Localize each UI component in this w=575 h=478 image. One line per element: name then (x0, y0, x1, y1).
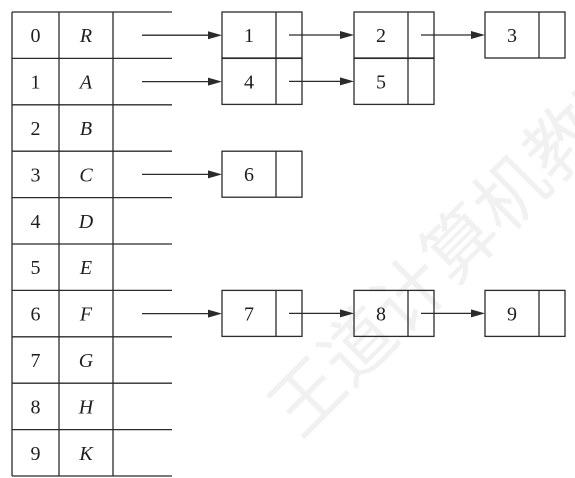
arrow-head (208, 309, 222, 318)
arrow-head (208, 31, 222, 40)
vertex-label: B (80, 118, 92, 140)
vertex-index: 8 (31, 396, 41, 418)
vertex-index: 2 (31, 118, 41, 140)
vertex-index: 0 (31, 25, 41, 47)
arrow-head (208, 77, 222, 86)
vertex-label: R (79, 25, 92, 47)
vertex-label: E (79, 257, 92, 279)
node-value: 1 (244, 25, 254, 47)
arrow-head (340, 77, 354, 86)
vertex-index: 6 (31, 304, 41, 326)
adjacency-lists: 1 2 3 4 5 6 7 8 9 (142, 11, 566, 338)
node-value: 4 (244, 71, 254, 93)
node-value: 8 (376, 303, 386, 325)
arrow-head (340, 31, 354, 39)
arrow-head (471, 31, 485, 39)
vertex-index: 1 (31, 72, 41, 94)
node-value: 9 (507, 303, 517, 325)
vertex-index: 4 (31, 211, 41, 233)
list-node (484, 11, 566, 59)
list-node (221, 150, 303, 198)
node-value: 5 (376, 71, 386, 93)
node-value: 3 (507, 25, 517, 47)
list-node (353, 57, 435, 106)
node-value: 6 (244, 164, 254, 186)
vertex-label: C (79, 164, 93, 186)
vertex-label: G (79, 350, 94, 372)
vertex-label: A (78, 72, 93, 94)
vertex-table: 0 R 1 A 2 B 3 C 4 D 5 E 6 F 7 G 8 H 9 K (11, 11, 172, 477)
list-node (484, 289, 566, 338)
vertex-label: H (78, 396, 95, 418)
node-value: 7 (244, 303, 254, 325)
vertex-label: K (78, 443, 94, 465)
arrow-head (471, 309, 485, 318)
vertex-index: 7 (31, 350, 41, 372)
vertex-index: 3 (31, 164, 41, 186)
watermark-text: 王道计算机教育 (253, 36, 575, 452)
vertex-index: 5 (31, 257, 41, 279)
vertex-label: F (79, 304, 93, 326)
vertex-index: 9 (31, 443, 41, 465)
vertex-label: D (78, 211, 94, 233)
arrow-head (208, 170, 222, 179)
node-value: 2 (376, 25, 386, 47)
arrow-head (340, 309, 354, 318)
